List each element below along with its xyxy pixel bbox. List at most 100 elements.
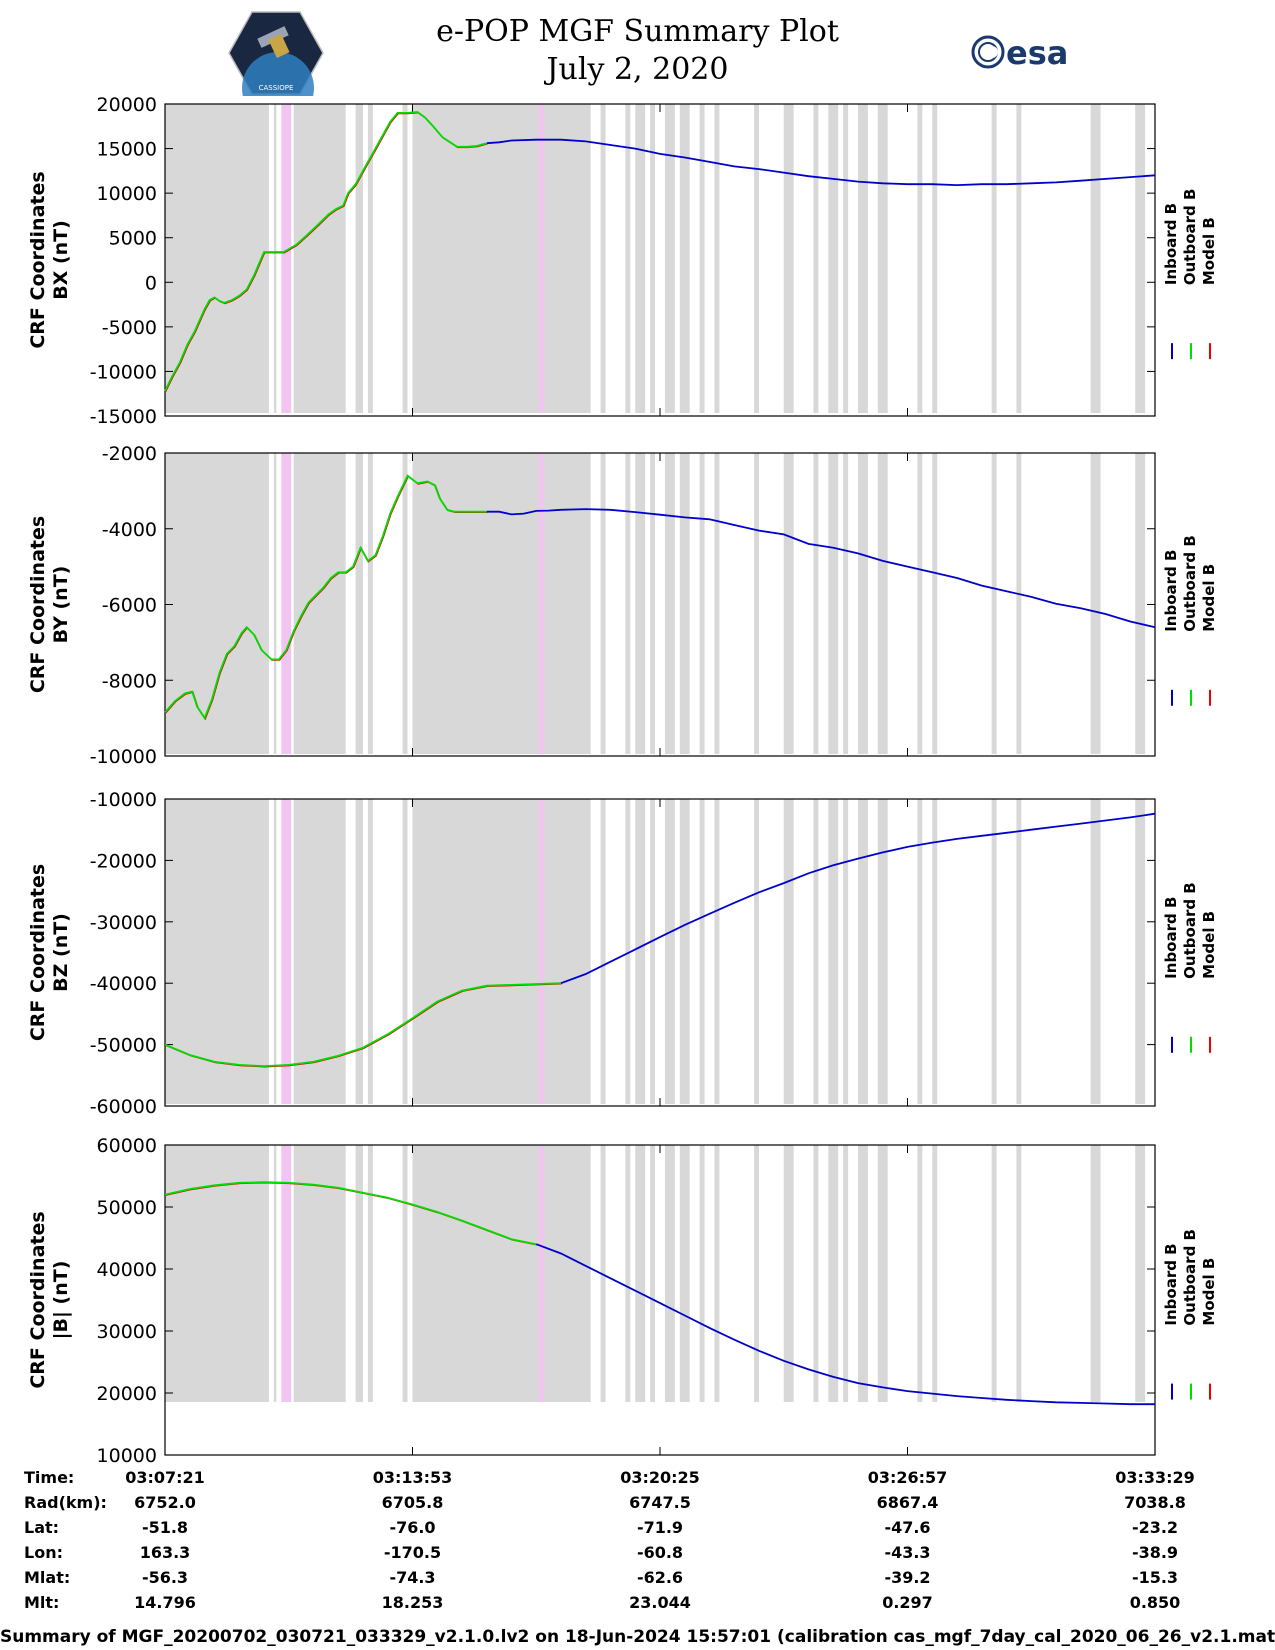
y-axis-label-line1: CRF Coordinates (27, 171, 49, 348)
gray-data-gap-band (843, 104, 849, 413)
gray-data-gap-band (877, 799, 888, 1104)
gray-data-gap-band (1016, 453, 1022, 754)
gray-data-gap-band (917, 799, 923, 1104)
outboard-b-line (164, 474, 487, 721)
y-tick-label: 20000 (97, 94, 157, 116)
inboard-b-line (486, 138, 1156, 187)
gray-data-gap-band (165, 799, 269, 1104)
table-cell: 6747.5 (629, 1493, 691, 1512)
gray-data-gap-band (858, 453, 868, 754)
gray-data-gap-band (600, 799, 606, 1104)
legend-label-model: Model B (1200, 911, 1218, 979)
gray-data-gap-band (664, 104, 675, 413)
gray-data-gap-band (828, 1145, 839, 1402)
y-tick-label: 40000 (97, 1259, 157, 1281)
table-cell: -38.9 (1132, 1543, 1178, 1562)
gray-data-gap-band (355, 104, 363, 413)
gray-data-gap-band (1135, 1145, 1146, 1402)
inboard-b-line (486, 508, 1156, 629)
table-cell: -76.0 (389, 1518, 435, 1537)
y-tick-label: 60000 (97, 1135, 157, 1157)
gray-data-gap-band (877, 104, 888, 413)
table-cell: -56.3 (142, 1568, 188, 1587)
y-axis-label-line1: CRF Coordinates (27, 1211, 49, 1388)
gray-data-gap-band (679, 104, 690, 413)
y-axis-label-line2: BX (nT) (50, 220, 72, 300)
legend-label-outboard: Outboard B (1181, 1229, 1199, 1326)
gray-data-gap-band (991, 453, 997, 754)
table-row-label: Time: (24, 1468, 74, 1487)
table-row-label: Lon: (24, 1543, 63, 1562)
y-tick-label: -10000 (90, 746, 157, 768)
y-tick-label: -20000 (90, 850, 157, 872)
gray-data-gap-band (1016, 1145, 1022, 1402)
gray-data-gap-band (679, 453, 690, 754)
gray-data-gap-band (664, 799, 675, 1104)
gray-data-gap-band (917, 1145, 923, 1402)
y-tick-label: 5000 (109, 228, 157, 250)
footer-caption: Summary of MGF_20200702_030721_033329_v2… (0, 1627, 1275, 1647)
y-tick-label: 10000 (97, 1445, 157, 1467)
inboard-b-line (535, 1243, 1155, 1406)
legend-label-inboard: Inboard B (1162, 203, 1180, 285)
table-cell: 03:26:57 (868, 1468, 948, 1487)
gray-data-gap-band (699, 799, 705, 1104)
gray-data-gap-band (932, 799, 938, 1104)
gray-data-gap-band (991, 104, 997, 413)
gray-data-gap-band (625, 453, 631, 754)
table-cell: 18.253 (382, 1593, 444, 1612)
gray-data-gap-band (355, 453, 363, 754)
gray-data-gap-band (1090, 104, 1101, 413)
gray-data-gap-band (625, 799, 631, 1104)
y-tick-label: 20000 (97, 1383, 157, 1405)
gray-data-gap-band (932, 1145, 938, 1402)
cassiope-satellite-logo: CASSIOPE (228, 11, 324, 96)
legend-label-model: Model B (1200, 217, 1218, 285)
pink-event-band (538, 453, 544, 754)
gray-data-gap-band (635, 104, 646, 413)
gray-data-gap-band (273, 453, 277, 754)
table-cell: -51.8 (142, 1518, 188, 1537)
gray-data-gap-band (877, 1145, 888, 1402)
gray-data-gap-band (714, 104, 720, 413)
y-tick-label: -10000 (90, 361, 157, 383)
table-cell: -71.9 (637, 1518, 683, 1537)
table-cell: 163.3 (140, 1543, 191, 1562)
gray-data-gap-band (635, 453, 646, 754)
pink-event-band (281, 1145, 292, 1402)
gray-data-gap-band (858, 1145, 868, 1402)
gray-data-gap-band (828, 453, 839, 754)
gray-data-gap-band (165, 104, 269, 413)
gray-data-gap-band (714, 799, 720, 1104)
gray-data-gap-band (367, 453, 373, 754)
outboard-b-line (164, 982, 562, 1068)
legend-label-inboard: Inboard B (1162, 897, 1180, 979)
gray-data-gap-band (783, 453, 794, 754)
gray-data-gap-band (858, 799, 868, 1104)
y-tick-label: -5000 (102, 317, 157, 339)
pink-event-band (281, 104, 292, 413)
gray-data-gap-band (828, 799, 839, 1104)
esa-logo: esa (971, 34, 1068, 72)
gray-data-gap-band (664, 453, 675, 754)
y-tick-label: 10000 (97, 183, 157, 205)
outboard-b-line (164, 1181, 537, 1246)
gray-data-gap-band (402, 1145, 408, 1402)
gray-data-gap-band (858, 104, 868, 413)
y-tick-label: -15000 (90, 406, 157, 428)
table-cell: -62.6 (637, 1568, 683, 1587)
y-axis-label-line2: BY (nT) (50, 566, 72, 644)
gray-data-gap-band (699, 453, 705, 754)
gray-data-gap-band (877, 453, 888, 754)
legend-label-outboard: Outboard B (1181, 882, 1199, 979)
cassiope-logo-text: CASSIOPE (259, 84, 294, 92)
gray-data-gap-band (273, 1145, 277, 1402)
gray-data-gap-band (625, 104, 631, 413)
gray-data-gap-band (664, 1145, 675, 1402)
gray-data-gap-band (699, 104, 705, 413)
gray-data-gap-band (402, 104, 408, 413)
panel-2: -10000 -8000 -6000 -4000 -2000 CRF Coordinate… (27, 443, 1218, 768)
table-cell: -74.3 (389, 1568, 435, 1587)
gray-data-gap-band (650, 104, 656, 413)
table-cell: -39.2 (884, 1568, 930, 1587)
